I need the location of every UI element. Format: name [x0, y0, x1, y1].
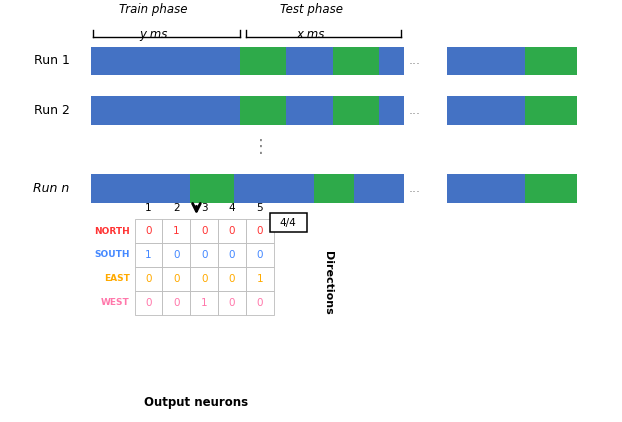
Bar	[447, 174, 577, 203]
Text: Run 2: Run 2	[34, 104, 70, 117]
Bar	[134, 219, 162, 243]
Text: 0: 0	[257, 298, 263, 308]
Text: 1: 1	[173, 226, 180, 236]
Bar	[190, 267, 218, 291]
Text: 0: 0	[257, 226, 263, 236]
Bar	[91, 46, 404, 75]
Text: Test phase: Test phase	[279, 3, 343, 16]
Text: 1: 1	[145, 250, 152, 260]
Text: ...: ...	[409, 104, 421, 117]
Text: 0: 0	[201, 274, 207, 284]
Text: Train phase: Train phase	[119, 3, 187, 16]
Text: Output neurons: Output neurons	[144, 395, 249, 408]
Text: 0: 0	[173, 298, 180, 308]
Bar	[314, 174, 355, 203]
Bar	[190, 291, 218, 314]
Bar	[447, 46, 577, 75]
FancyBboxPatch shape	[269, 214, 307, 233]
Text: SOUTH: SOUTH	[94, 250, 129, 260]
Text: 1: 1	[145, 203, 152, 213]
Text: 0: 0	[145, 226, 152, 236]
Text: 0: 0	[201, 226, 207, 236]
Bar	[218, 243, 246, 267]
Text: 0: 0	[257, 250, 263, 260]
Bar	[246, 267, 274, 291]
Bar	[134, 291, 162, 314]
Bar	[91, 96, 404, 124]
Text: EAST: EAST	[104, 274, 129, 283]
Bar	[524, 96, 577, 124]
Text: WEST: WEST	[101, 298, 129, 307]
Text: 1: 1	[257, 274, 263, 284]
Bar	[162, 291, 190, 314]
Text: 5: 5	[257, 203, 263, 213]
Text: 3: 3	[201, 203, 208, 213]
Bar	[246, 219, 274, 243]
Text: ...: ...	[409, 182, 421, 195]
Text: 0: 0	[229, 274, 235, 284]
Bar	[218, 267, 246, 291]
Text: 0: 0	[173, 274, 180, 284]
Bar	[190, 174, 234, 203]
Bar	[162, 267, 190, 291]
Text: Run n: Run n	[33, 182, 70, 195]
Bar	[190, 219, 218, 243]
Bar	[134, 267, 162, 291]
Text: Directions: Directions	[323, 251, 333, 315]
Bar	[447, 96, 577, 124]
Bar	[218, 291, 246, 314]
Bar	[190, 243, 218, 267]
Bar	[524, 46, 577, 75]
Bar	[240, 46, 286, 75]
Text: NORTH: NORTH	[94, 227, 129, 235]
Text: ...: ...	[409, 54, 421, 68]
Bar	[246, 291, 274, 314]
Text: 0: 0	[229, 250, 235, 260]
Text: 0: 0	[229, 226, 235, 236]
Bar	[218, 219, 246, 243]
Bar	[162, 219, 190, 243]
Bar	[524, 174, 577, 203]
Bar	[240, 96, 286, 124]
Text: 0: 0	[229, 298, 235, 308]
Bar	[333, 46, 379, 75]
Text: 2: 2	[173, 203, 180, 213]
Text: 0: 0	[201, 250, 207, 260]
Text: 0: 0	[173, 250, 180, 260]
Text: 4: 4	[229, 203, 235, 213]
Bar	[333, 96, 379, 124]
Bar	[134, 243, 162, 267]
Text: y ms: y ms	[139, 28, 167, 41]
Text: Run 1: Run 1	[34, 54, 70, 68]
Bar	[246, 243, 274, 267]
Text: 0: 0	[145, 298, 152, 308]
Bar	[91, 174, 404, 203]
Text: 0: 0	[145, 274, 152, 284]
Text: 1: 1	[201, 298, 208, 308]
Text: 4/4: 4/4	[280, 218, 297, 228]
Text: ⋮: ⋮	[253, 138, 271, 156]
Bar	[162, 243, 190, 267]
Text: x ms: x ms	[297, 28, 325, 41]
